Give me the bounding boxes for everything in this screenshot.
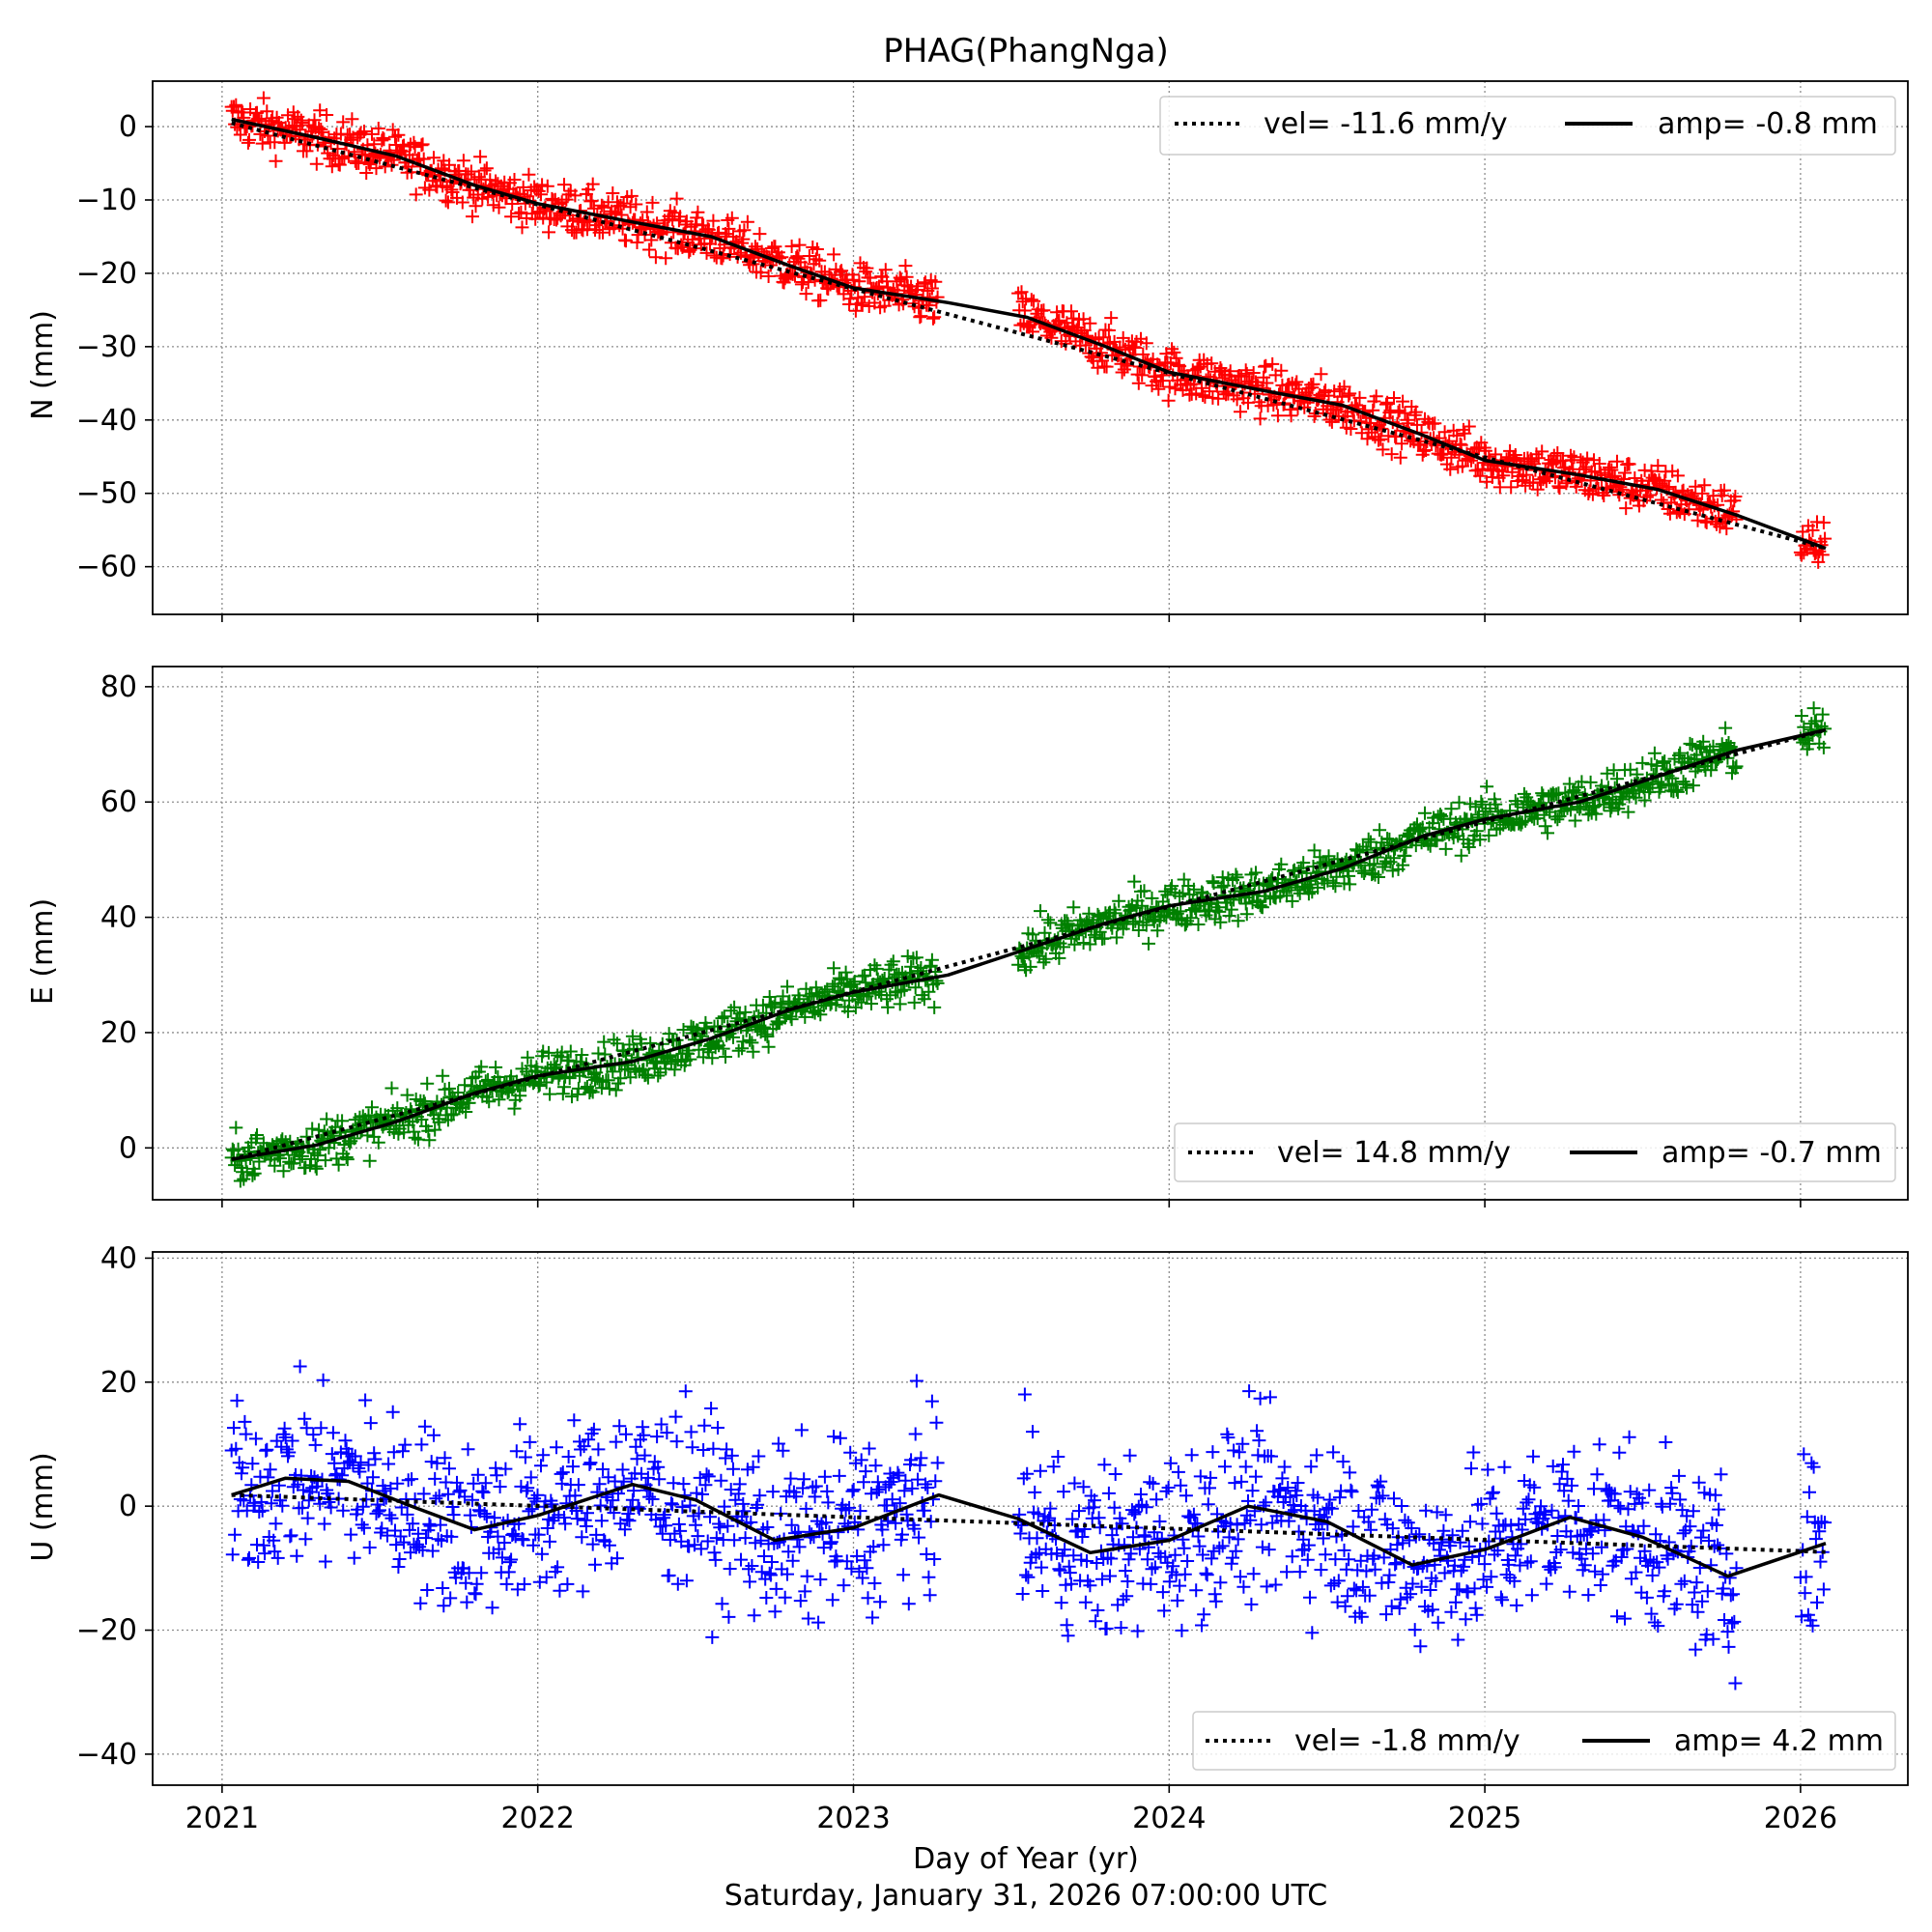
x-tick-label: 2025 — [1448, 1802, 1521, 1835]
east-y-tick-label: 0 — [119, 1131, 137, 1165]
north-axes-frame — [152, 80, 1909, 615]
x-tick-label: 2023 — [816, 1802, 890, 1835]
north-y-tick-label: −20 — [76, 257, 137, 291]
figure-title: PHAG(PhangNga) — [883, 32, 1168, 71]
north-vel-legend-label: vel= -11.6 mm/y — [1264, 107, 1508, 141]
north-y-tick-label: −60 — [76, 551, 137, 584]
east-ylabel: E (mm) — [26, 898, 60, 1005]
up-y-tick-label: −20 — [76, 1614, 137, 1648]
east-y-tick-label: 20 — [100, 1016, 137, 1050]
east-seasonal-fit-curve — [231, 727, 1827, 1161]
east-amp-legend-label: amp= -0.7 mm — [1662, 1136, 1882, 1170]
x-tick-label: 2026 — [1764, 1802, 1837, 1835]
north-observation-markers — [224, 91, 1833, 569]
east-legend: vel= 14.8 mm/y amp= -0.7 mm — [1174, 1122, 1896, 1182]
x-tick-label: 2022 — [501, 1802, 575, 1835]
up-seasonal-fit-curve — [231, 1476, 1827, 1578]
east-y-tick-label: 60 — [100, 785, 137, 819]
up-vel-legend-label: vel= -1.8 mm/y — [1294, 1724, 1520, 1758]
up-amp-legend-label: amp= 4.2 mm — [1674, 1724, 1884, 1758]
north-y-tick-label: −50 — [76, 477, 137, 511]
north-legend: vel= -11.6 mm/y amp= -0.8 mm — [1159, 96, 1896, 156]
up-ylabel: U (mm) — [26, 1452, 60, 1561]
up-legend: vel= -1.8 mm/y amp= 4.2 mm — [1192, 1711, 1896, 1771]
north-y-tick-label: −40 — [76, 404, 137, 438]
north-y-tick-label: −30 — [76, 330, 137, 364]
east-velocity-line — [231, 727, 1827, 1162]
east-y-tick-label: 80 — [100, 670, 137, 704]
north-observations — [224, 91, 1833, 569]
north-velocity-line — [231, 121, 1827, 551]
panel-east: 0 20 40 60 80 E (mm) vel= 14.8 mm/y amp= -0.… — [26, 666, 1909, 1208]
east-observations — [224, 701, 1833, 1188]
up-y-tick-label: 20 — [100, 1366, 137, 1400]
x-axis-label: Day of Year (yr) — [913, 1842, 1139, 1876]
up-y-tick-label: −40 — [76, 1738, 137, 1772]
up-observation-markers — [224, 1359, 1833, 1690]
north-y-tick-label: 0 — [119, 110, 137, 144]
north-y-tick-label: −10 — [76, 184, 137, 217]
east-vel-legend-label: vel= 14.8 mm/y — [1277, 1136, 1511, 1170]
up-y-tick-label: 0 — [119, 1490, 137, 1523]
up-y-tick-label: 40 — [100, 1241, 137, 1275]
panel-north: 0 −10 −20 −30 −40 −50 −60 N (mm) vel= -11.6 mm… — [26, 80, 1909, 622]
timestamp-caption: Saturday, January 31, 2026 07:00:00 UTC — [724, 1879, 1327, 1913]
x-tick-label: 2021 — [185, 1802, 259, 1835]
north-amp-legend-label: amp= -0.8 mm — [1658, 107, 1878, 141]
panel-up: 2021 2022 2023 2024 2025 2026 40 20 0 −20 −40 U (m… — [26, 1241, 1909, 1835]
north-seasonal-fit-curve — [231, 117, 1827, 551]
x-tick-label: 2024 — [1132, 1802, 1206, 1835]
up-observations — [224, 1359, 1833, 1690]
east-y-tick-label: 40 — [100, 901, 137, 935]
east-axes-frame — [152, 666, 1909, 1201]
east-observation-markers — [224, 701, 1833, 1188]
up-axes-frame — [152, 1251, 1909, 1786]
north-ylabel: N (mm) — [26, 310, 60, 420]
